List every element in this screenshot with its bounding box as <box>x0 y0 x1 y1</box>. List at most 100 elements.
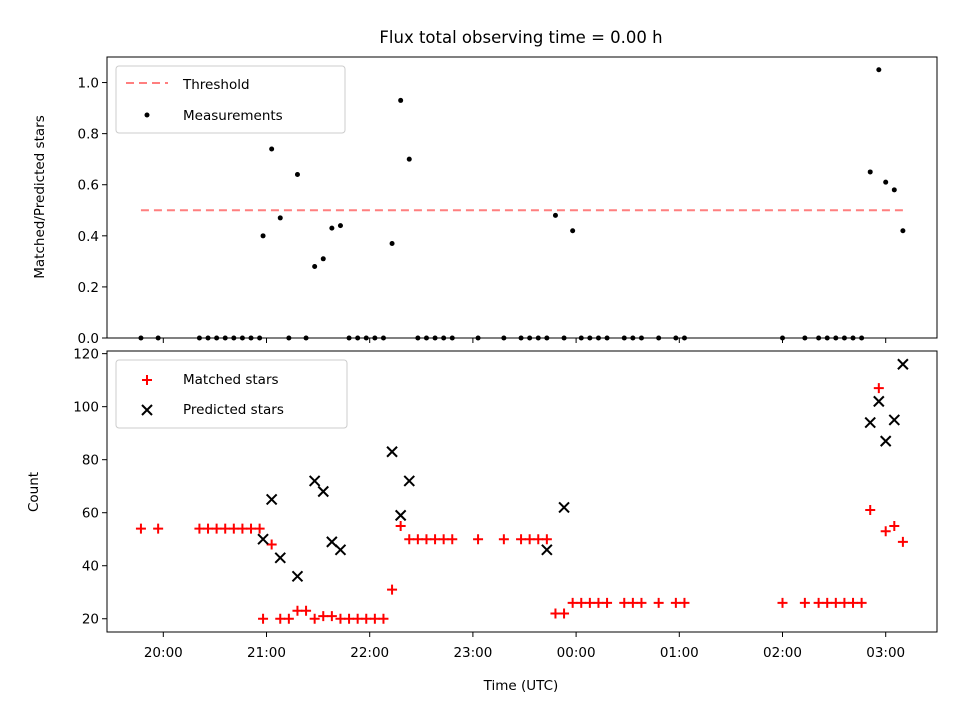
measurement-point <box>570 228 576 234</box>
ratio-x-ticks <box>162 338 887 343</box>
predicted-stars-point <box>873 395 885 408</box>
matched-stars-point <box>576 597 587 608</box>
matched-stars-point <box>194 523 205 534</box>
predicted-stars-point <box>257 533 269 545</box>
ratio-y-axis-label: Matched/Predicted stars <box>32 115 48 278</box>
count-x-tick-label: 22:00 <box>350 645 389 661</box>
measurement-point <box>269 146 275 152</box>
matched-stars-point <box>516 534 527 545</box>
matched-stars-point <box>378 613 389 624</box>
legend-measurements-label: Measurements <box>183 108 283 124</box>
count-legend: Matched stars Predicted stars <box>115 359 348 429</box>
count-y-tick-label: 60 <box>82 506 99 522</box>
predicted-stars-point <box>334 544 347 556</box>
matched-stars-point <box>550 608 561 619</box>
matched-stars-point <box>211 523 222 534</box>
predicted-stars-point <box>897 358 909 370</box>
matched-stars-point <box>203 523 214 534</box>
predicted-stars-point <box>317 485 329 498</box>
matched-stars-point <box>301 605 312 616</box>
count-y-tick-label: 20 <box>82 612 99 628</box>
count-y-axis-label: Count <box>26 472 42 512</box>
predicted-stars-point <box>541 544 553 556</box>
count-x-tick-label: 21:00 <box>247 645 286 661</box>
measurement-point <box>294 172 300 178</box>
matched-stars-point <box>848 597 859 608</box>
matched-stars-point <box>430 534 441 545</box>
matched-stars-point <box>135 523 146 534</box>
measurement-point <box>876 67 882 73</box>
matched-stars-point <box>865 505 876 516</box>
matched-stars-point <box>602 597 613 608</box>
matched-stars-point <box>473 534 484 545</box>
matched-stars-point <box>258 613 269 624</box>
matched-stars-point <box>593 597 604 608</box>
ratio-y-tick-label: 1.0 <box>78 76 99 92</box>
matched-stars-point <box>246 523 257 534</box>
matched-stars-point <box>897 536 908 547</box>
matched-stars-point <box>220 523 231 534</box>
ratio-y-tick-label: 0.2 <box>78 280 99 296</box>
matched-stars-point <box>524 534 535 545</box>
measurement-point <box>900 228 906 234</box>
predicted-stars-point <box>394 509 407 522</box>
matched-stars-point <box>873 383 884 394</box>
matched-stars-point <box>822 597 833 608</box>
predicted-stars-point <box>879 435 892 447</box>
count-x-tick-label: 23:00 <box>453 645 492 661</box>
matched-stars-point <box>153 523 164 534</box>
matched-stars-point <box>352 613 363 624</box>
matched-stars-point <box>318 611 329 622</box>
measurement-point <box>312 263 318 269</box>
matched-stars-point <box>653 597 664 608</box>
measurement-point <box>552 212 558 218</box>
count-x-tick-label: 00:00 <box>557 645 596 661</box>
legend-predicted-marker <box>141 404 153 416</box>
predicted-stars-point <box>291 570 304 583</box>
measurement-point <box>329 225 335 231</box>
matched-stars-point <box>421 534 432 545</box>
matched-stars-point <box>498 534 509 545</box>
predicted-stars-point <box>864 416 876 429</box>
matched-stars-point <box>541 534 552 545</box>
measurement-point <box>891 187 897 193</box>
measurement-point <box>406 156 412 162</box>
measurement-point <box>389 240 395 246</box>
count-y-tick-label: 80 <box>82 453 99 469</box>
matched-stars-point <box>447 534 458 545</box>
legend-matched-marker <box>142 375 152 385</box>
matched-stars-point <box>627 597 638 608</box>
chart-title: Flux total observing time = 0.00 h <box>379 28 662 47</box>
measurement-point <box>883 179 889 185</box>
matched-stars-point <box>254 523 265 534</box>
matched-stars-points <box>135 383 908 624</box>
legend-matched-sample <box>142 375 152 385</box>
matched-stars-point <box>361 613 372 624</box>
count-legend-box <box>115 359 348 429</box>
legend-predicted-sample <box>141 404 153 416</box>
predicted-stars-point <box>403 475 415 487</box>
count-plot-frame <box>106 350 938 633</box>
matched-stars-point <box>438 534 449 545</box>
matched-stars-point <box>283 613 294 624</box>
matched-stars-point <box>670 597 681 608</box>
ratio-y-tick-label: 0.0 <box>78 331 99 347</box>
count-y-tick-label: 40 <box>82 559 99 575</box>
measurement-point <box>260 233 266 239</box>
predicted-stars-point <box>888 414 901 426</box>
count-x-ticks: 20:00 21:00 22:00 23:00 00:00 01:00 02:00 03:00 <box>144 632 905 661</box>
count-x-tick-label: 03:00 <box>866 645 905 661</box>
matched-stars-point <box>395 520 406 531</box>
matched-stars-point <box>335 613 346 624</box>
matched-stars-point <box>275 613 286 624</box>
count-y-ticks: 20 40 60 80 100 120 <box>73 347 107 628</box>
ratio-panel: 0.0 0.2 0.4 0.6 0.8 1.0 Matched/Predicted sta… <box>32 56 938 347</box>
count-y-tick-label: 120 <box>73 347 99 363</box>
matched-stars-point <box>619 597 630 608</box>
predicted-stars-point <box>558 501 570 514</box>
matched-stars-point <box>679 597 690 608</box>
matched-stars-point <box>344 613 355 624</box>
matched-stars-point <box>404 534 415 545</box>
matched-stars-point <box>636 597 647 608</box>
